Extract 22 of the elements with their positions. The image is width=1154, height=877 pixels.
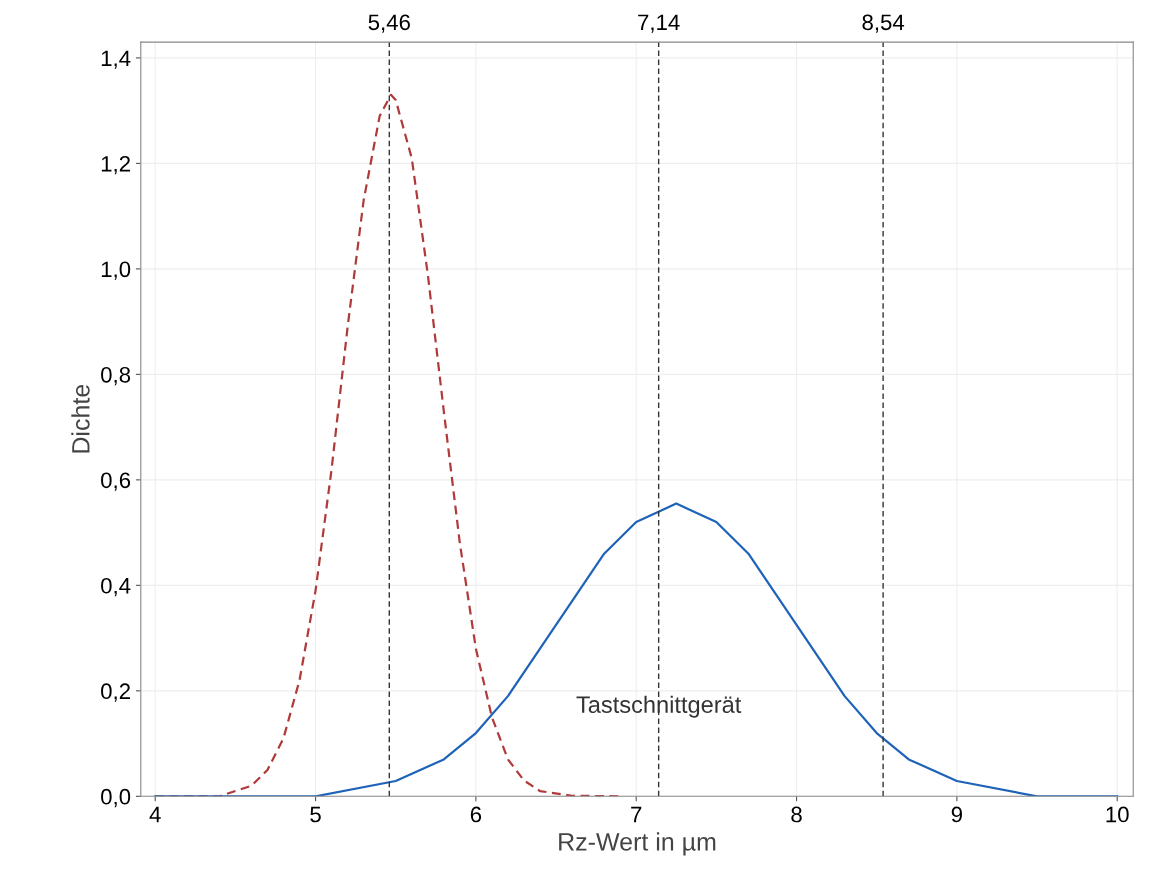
y-tick-label: 0,8 — [101, 366, 131, 386]
y-tick-label: 0,6 — [101, 472, 131, 491]
x-tick-label: 9 — [951, 806, 962, 823]
y-tick-label: 0,0 — [101, 788, 131, 808]
ref-line-label: 5,46 — [368, 14, 410, 33]
x-tick-label: 7 — [631, 806, 642, 823]
x-tick-label: 6 — [470, 806, 482, 823]
x-tick-label: 4 — [149, 806, 161, 823]
x-axis-title: Rz-Wert in µm — [559, 832, 716, 856]
x-tick-label: 5 — [310, 806, 321, 823]
annotation: Tastschnittgerät — [576, 695, 742, 718]
y-tick-label: 1,4 — [101, 50, 131, 69]
line-series — [154, 502, 1119, 797]
y-tick-label: 0,2 — [101, 683, 130, 702]
x-tick-label: 10 — [1106, 806, 1129, 823]
ref-line-label: 8,54 — [862, 14, 905, 33]
ref-line-label: 7,14 — [638, 14, 680, 33]
y-tick-label: 0,4 — [101, 577, 131, 597]
y-tick-label: 1,0 — [101, 261, 131, 280]
y-axis-title: Dichte — [71, 384, 90, 453]
x-tick-label: 8 — [791, 806, 802, 823]
y-tick-label: 1,2 — [101, 155, 130, 175]
